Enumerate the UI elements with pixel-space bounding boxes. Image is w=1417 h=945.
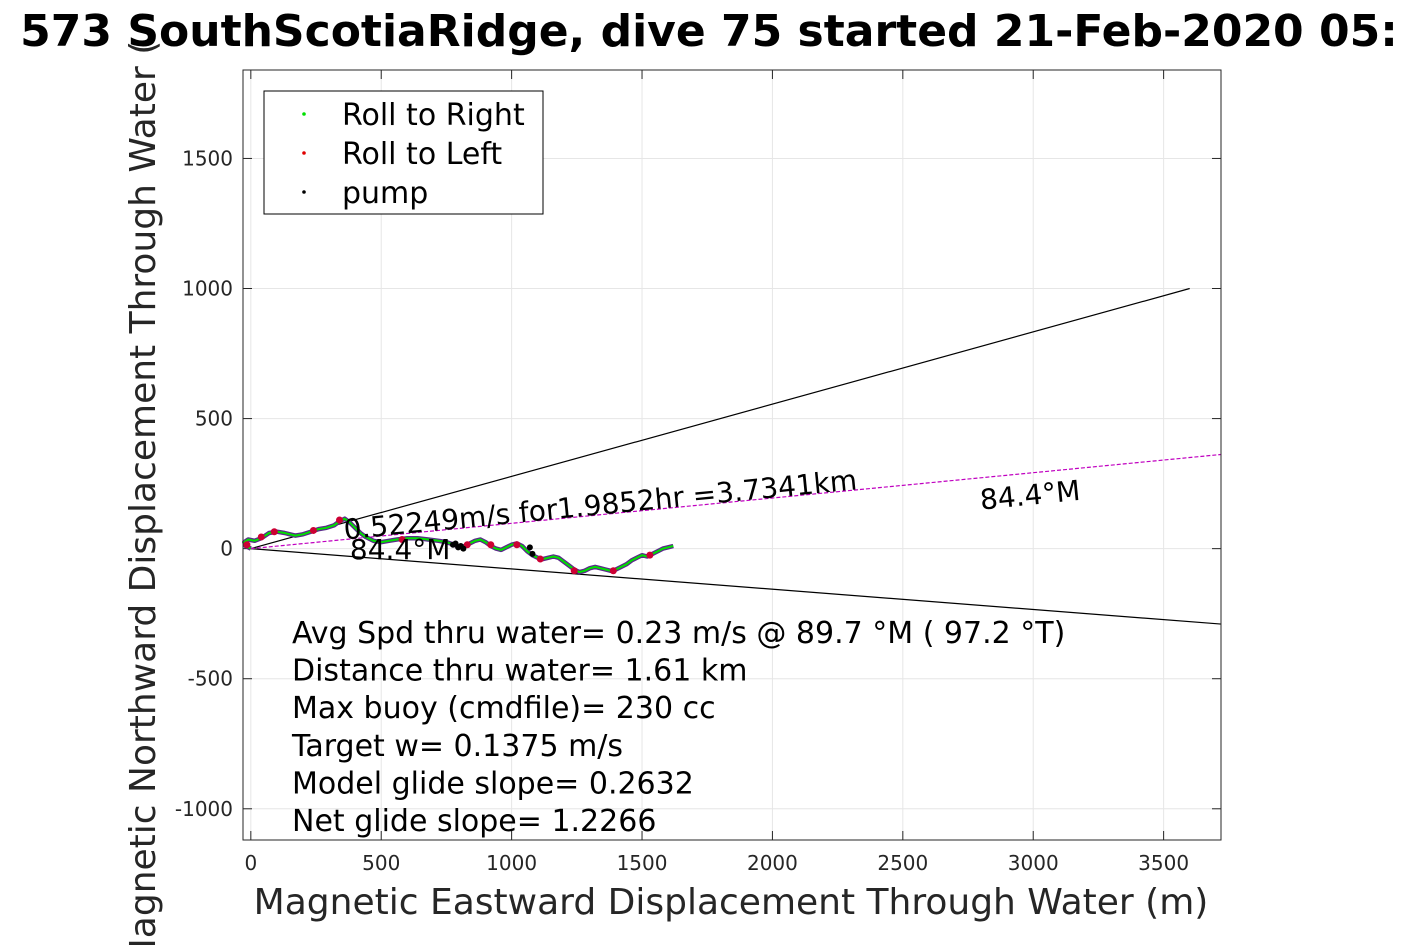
roll-left-point [609, 567, 617, 575]
y-tick-label: 500 [195, 407, 233, 431]
roll-left-point [270, 528, 278, 536]
pump-point [526, 544, 533, 551]
roll-left-point [570, 567, 578, 575]
stats-block: Avg Spd thru water= 0.23 m/s @ 89.7 °M (… [291, 616, 1065, 839]
legend-marker [302, 112, 306, 116]
y-axis-label: Magnetic Northward Displacement Through … [123, 41, 164, 945]
stat-line: Distance thru water= 1.61 km [292, 654, 747, 689]
reference-lines [250, 287, 1222, 625]
stat-line: Net glide slope= 1.2266 [292, 804, 656, 839]
track-layer [242, 516, 674, 575]
x-tick-label: 1000 [486, 851, 537, 875]
plot-frame [242, 69, 1222, 841]
x-tick-label: 3000 [1008, 851, 1059, 875]
reference-line [250, 548, 1222, 625]
legend: Roll to Right Roll to Left pump [263, 90, 544, 215]
pump-point [529, 550, 536, 557]
axis-ticks: 0 500 1000 1500 2000 2500 3000 3500 -1000 -500 0 50… [175, 70, 1221, 875]
pump-point [460, 545, 467, 552]
y-tick-label: 0 [220, 537, 233, 561]
x-tick-label: 0 [244, 851, 257, 875]
chart-title: 573 SouthScotiaRidge, dive 75 started 21… [20, 6, 1398, 57]
roll-left-point [536, 555, 544, 563]
roll-left-point [646, 551, 654, 559]
roll-left-point [487, 541, 495, 549]
reference-line [250, 453, 1222, 550]
legend-label: Roll to Left [342, 137, 502, 172]
legend-label: Roll to Right [342, 98, 525, 133]
roll-left-point [463, 541, 471, 549]
roll-left-point [309, 526, 317, 534]
x-tick-label: 2000 [747, 851, 798, 875]
legend-marker [302, 190, 306, 194]
roll-left-point [243, 541, 251, 549]
x-tick-label: 1500 [617, 851, 668, 875]
roll-left-point [335, 516, 343, 524]
roll-left-point [398, 536, 406, 544]
y-tick-label: 1500 [182, 146, 233, 170]
stat-line: Avg Spd thru water= 0.23 m/s @ 89.7 °M (… [292, 616, 1065, 651]
y-tick-label: -500 [188, 667, 233, 691]
legend-label: pump [342, 176, 428, 211]
roll-left-point [257, 533, 265, 541]
y-tick-label: 1000 [182, 277, 233, 301]
legend-marker [302, 151, 306, 155]
stat-line: Model glide slope= 0.2632 [292, 766, 694, 801]
stat-line: Target w= 0.1375 m/s [291, 729, 623, 764]
x-axis-label: Magnetic Eastward Displacement Through W… [254, 882, 1209, 923]
y-tick-label: -1000 [175, 797, 233, 821]
roll-left-point [513, 541, 521, 549]
reference-line [250, 287, 1190, 550]
annotation-text: 84.4°M [350, 533, 451, 566]
x-tick-label: 500 [362, 851, 400, 875]
x-tick-label: 3500 [1138, 851, 1189, 875]
legend-box [263, 90, 544, 215]
x-tick-label: 2500 [877, 851, 928, 875]
stat-line: Max buoy (cmdfile)= 230 cc [292, 691, 716, 726]
